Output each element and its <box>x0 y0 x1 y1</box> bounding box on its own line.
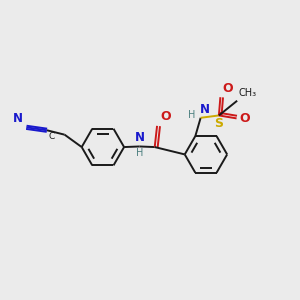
Text: N: N <box>134 130 144 143</box>
Text: C: C <box>48 132 54 141</box>
Text: N: N <box>13 112 23 125</box>
Text: O: O <box>239 112 250 125</box>
Text: H: H <box>188 110 195 120</box>
Text: O: O <box>223 82 233 95</box>
Text: N: N <box>200 103 210 116</box>
Text: H: H <box>136 148 143 158</box>
Text: O: O <box>160 110 171 124</box>
Text: CH₃: CH₃ <box>238 88 257 98</box>
Text: S: S <box>214 117 224 130</box>
